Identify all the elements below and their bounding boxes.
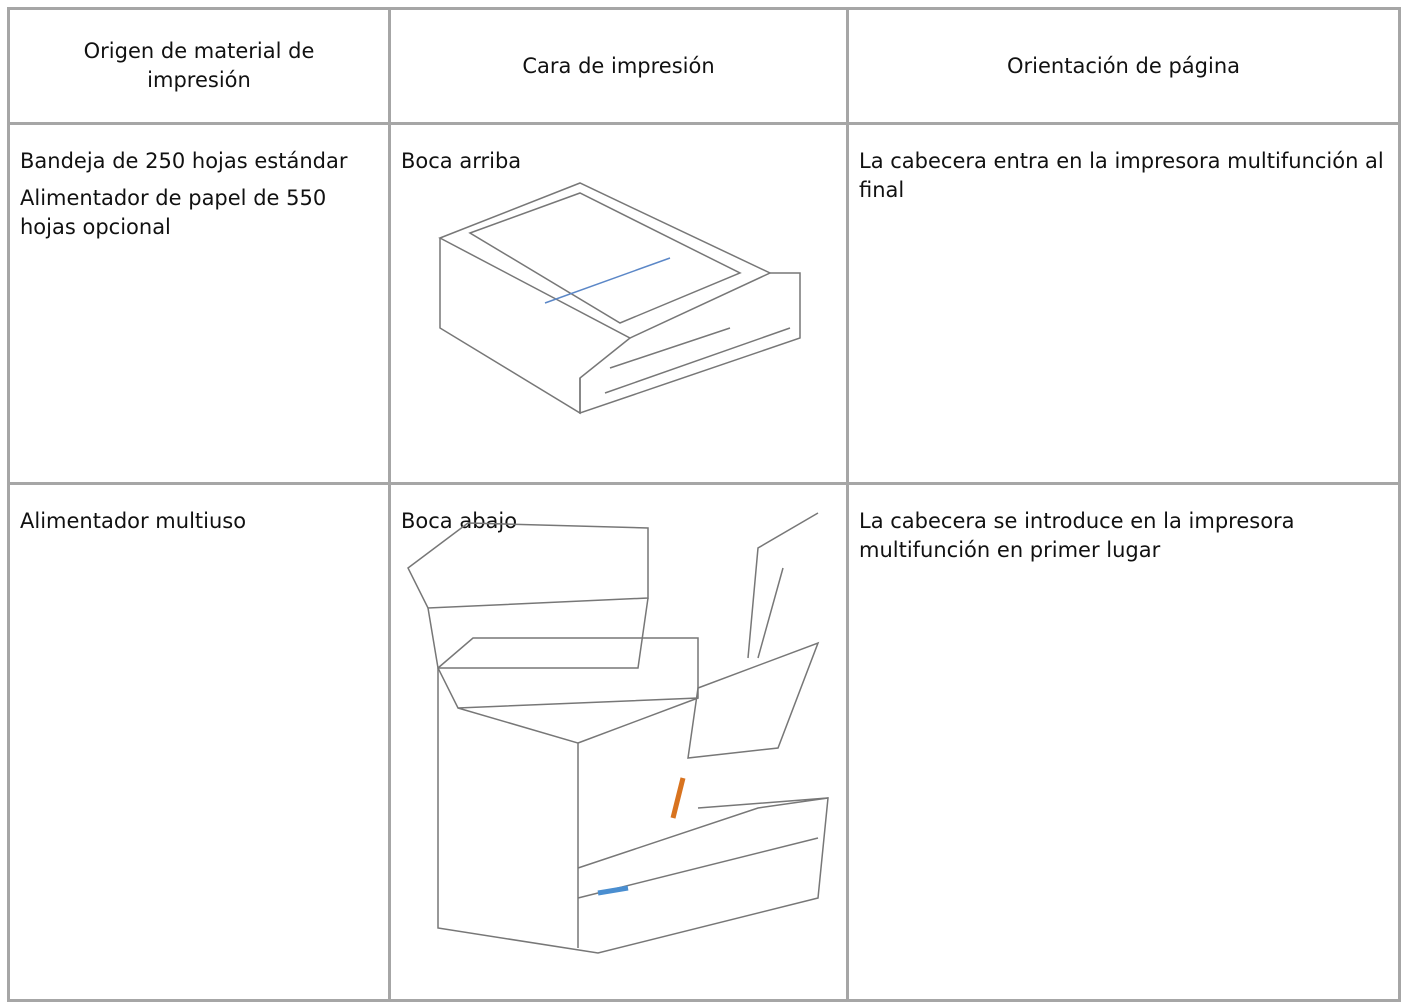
- header-text: Orientación de página: [1006, 53, 1240, 78]
- cell-text: La cabecera entra en la impresora multif…: [859, 149, 1384, 202]
- cell-text: Bandeja de 250 hojas estándar: [20, 149, 348, 173]
- header-text: Origen de material de impresión: [83, 39, 315, 92]
- header-text: Cara de impresión: [522, 53, 715, 78]
- table-cell: La cabecera se introduce en la impresora…: [846, 482, 1401, 1002]
- header-cell: Origen de material de impresión: [7, 7, 391, 125]
- header-cell: Cara de impresión: [388, 7, 849, 125]
- cell-text: Alimentador multiuso: [20, 509, 247, 533]
- cell-text: Alimentador de papel de 550 hojas opcion…: [20, 186, 327, 239]
- cell-text: Boca arriba: [401, 149, 522, 173]
- page: Origen de material de impresión Cara de …: [7, 7, 1401, 1002]
- cell-text: La cabecera se introduce en la impresora…: [859, 509, 1295, 562]
- tray-illustration: [438, 182, 801, 415]
- header-cell: Orientación de página: [846, 7, 1401, 125]
- table-cell: Bandeja de 250 hojas estándar Alimentado…: [7, 122, 391, 485]
- printer-illustration: [407, 512, 829, 954]
- table-cell: La cabecera entra en la impresora multif…: [846, 122, 1401, 485]
- table-cell: Alimentador multiuso: [7, 482, 391, 1002]
